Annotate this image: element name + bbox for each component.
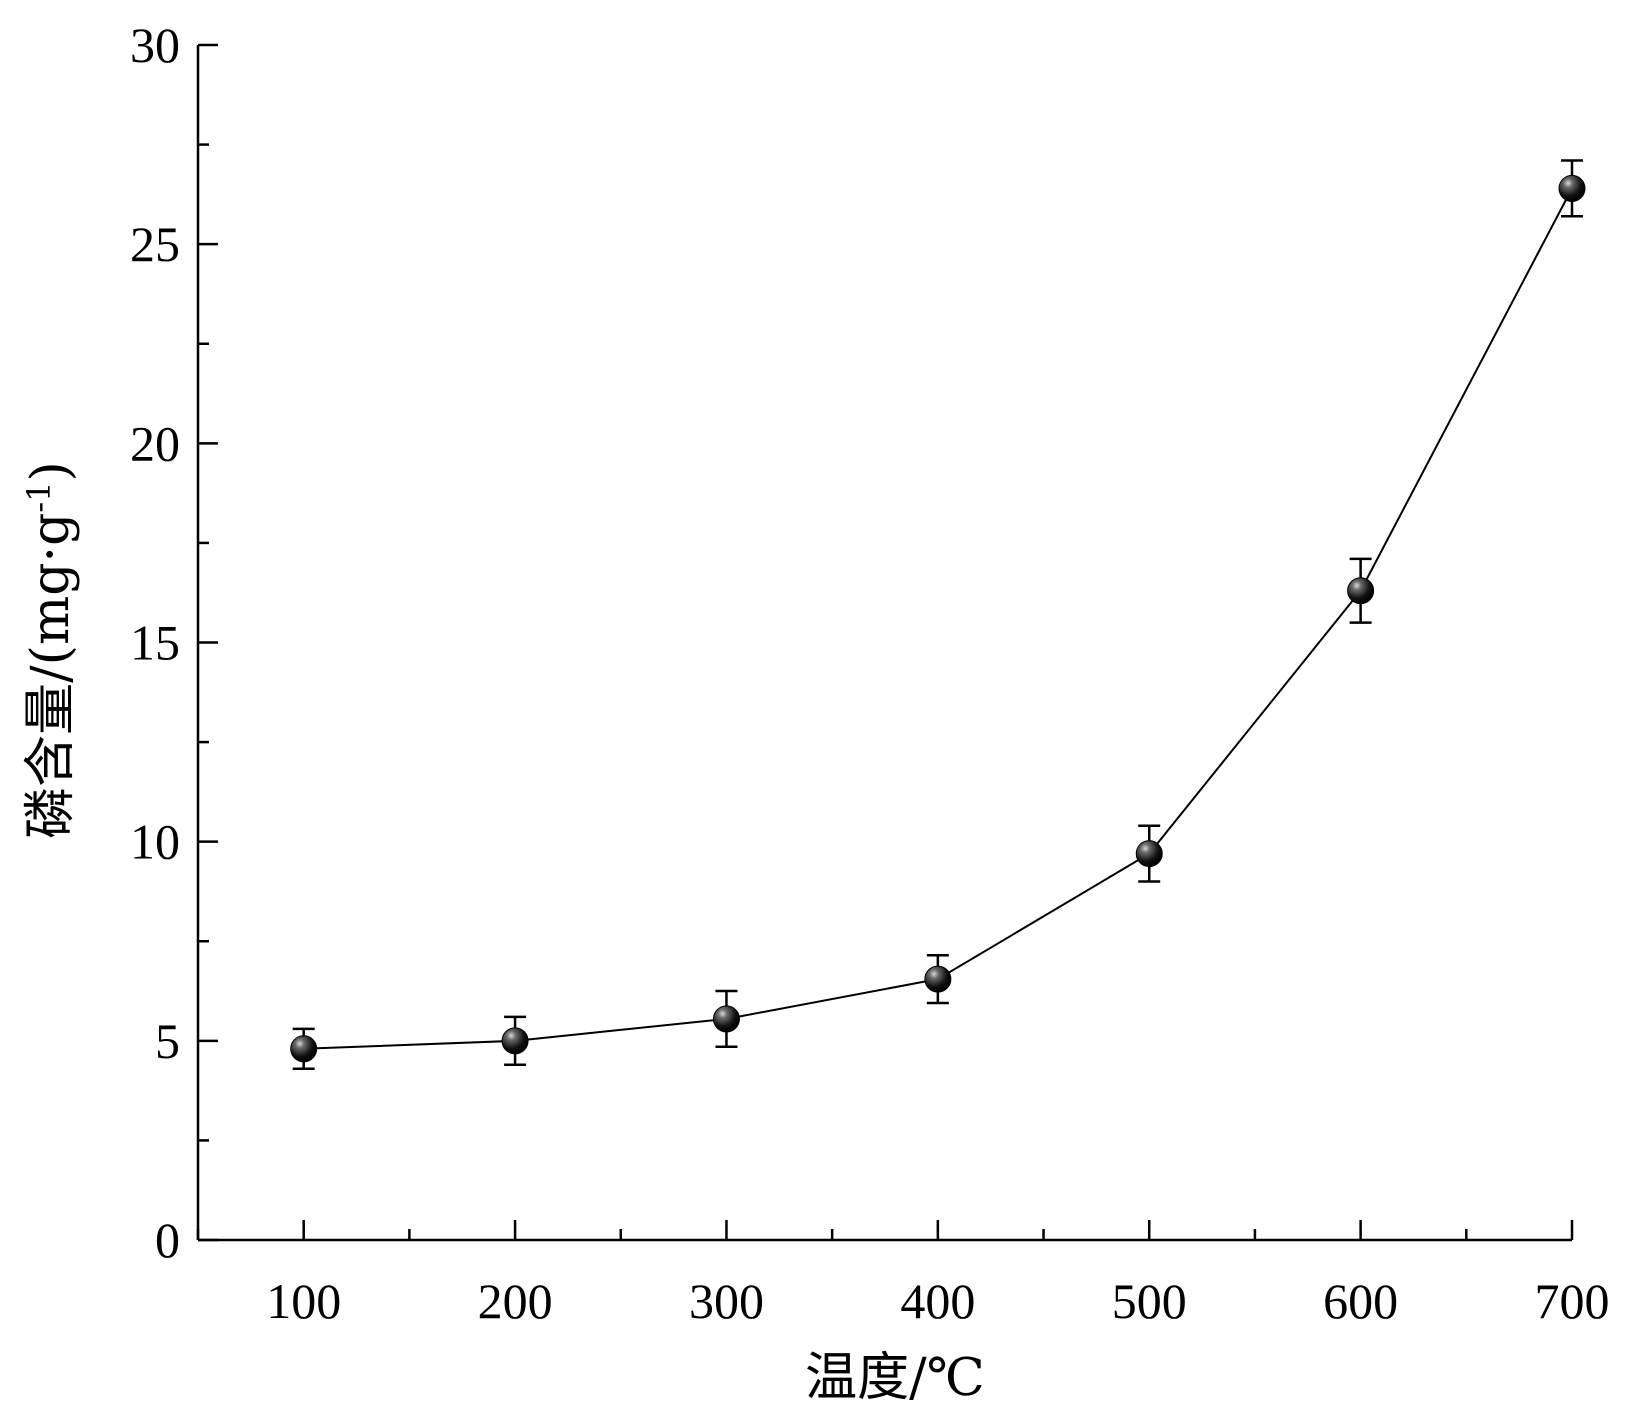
data-point bbox=[712, 1005, 740, 1033]
x-tick-label: 700 bbox=[1535, 1273, 1610, 1329]
x-tick-label: 300 bbox=[689, 1273, 764, 1329]
x-tick-label: 500 bbox=[1112, 1273, 1187, 1329]
y-tick-label: 10 bbox=[130, 814, 180, 870]
series-line bbox=[303, 187, 1573, 1050]
y-tick-label: 5 bbox=[155, 1013, 180, 1069]
y-axis-label-close: ) bbox=[21, 461, 81, 481]
y-axis-ticks: 0 5 10 15 20 25 30 bbox=[130, 17, 218, 1268]
plot-area bbox=[196, 45, 1572, 1242]
data-point bbox=[1135, 840, 1163, 868]
y-tick-label: 20 bbox=[130, 415, 180, 471]
y-axis-label-superscript: -1 bbox=[20, 481, 58, 512]
series-layer bbox=[290, 159, 1586, 1070]
data-point bbox=[924, 965, 952, 993]
x-tick-label: 400 bbox=[900, 1273, 975, 1329]
x-tick-label: 200 bbox=[478, 1273, 553, 1329]
data-point bbox=[1347, 577, 1375, 605]
data-point bbox=[501, 1027, 529, 1055]
y-tick-label: 30 bbox=[130, 17, 180, 73]
x-tick-label: 600 bbox=[1323, 1273, 1398, 1329]
y-axis-label-main: 磷含量/(mg·g bbox=[21, 513, 81, 839]
y-tick-label: 15 bbox=[130, 615, 180, 671]
x-axis-label: 温度/℃ bbox=[805, 1348, 985, 1408]
data-point bbox=[1558, 174, 1586, 202]
x-tick-label: 100 bbox=[266, 1273, 341, 1329]
y-tick-label: 25 bbox=[130, 216, 180, 272]
y-tick-label: 0 bbox=[155, 1212, 180, 1268]
y-axis-label: 磷含量/(mg·g-1) bbox=[20, 461, 81, 839]
x-axis-ticks: 100 200 300 400 500 600 700 bbox=[196, 1220, 1610, 1329]
data-point bbox=[290, 1035, 318, 1063]
